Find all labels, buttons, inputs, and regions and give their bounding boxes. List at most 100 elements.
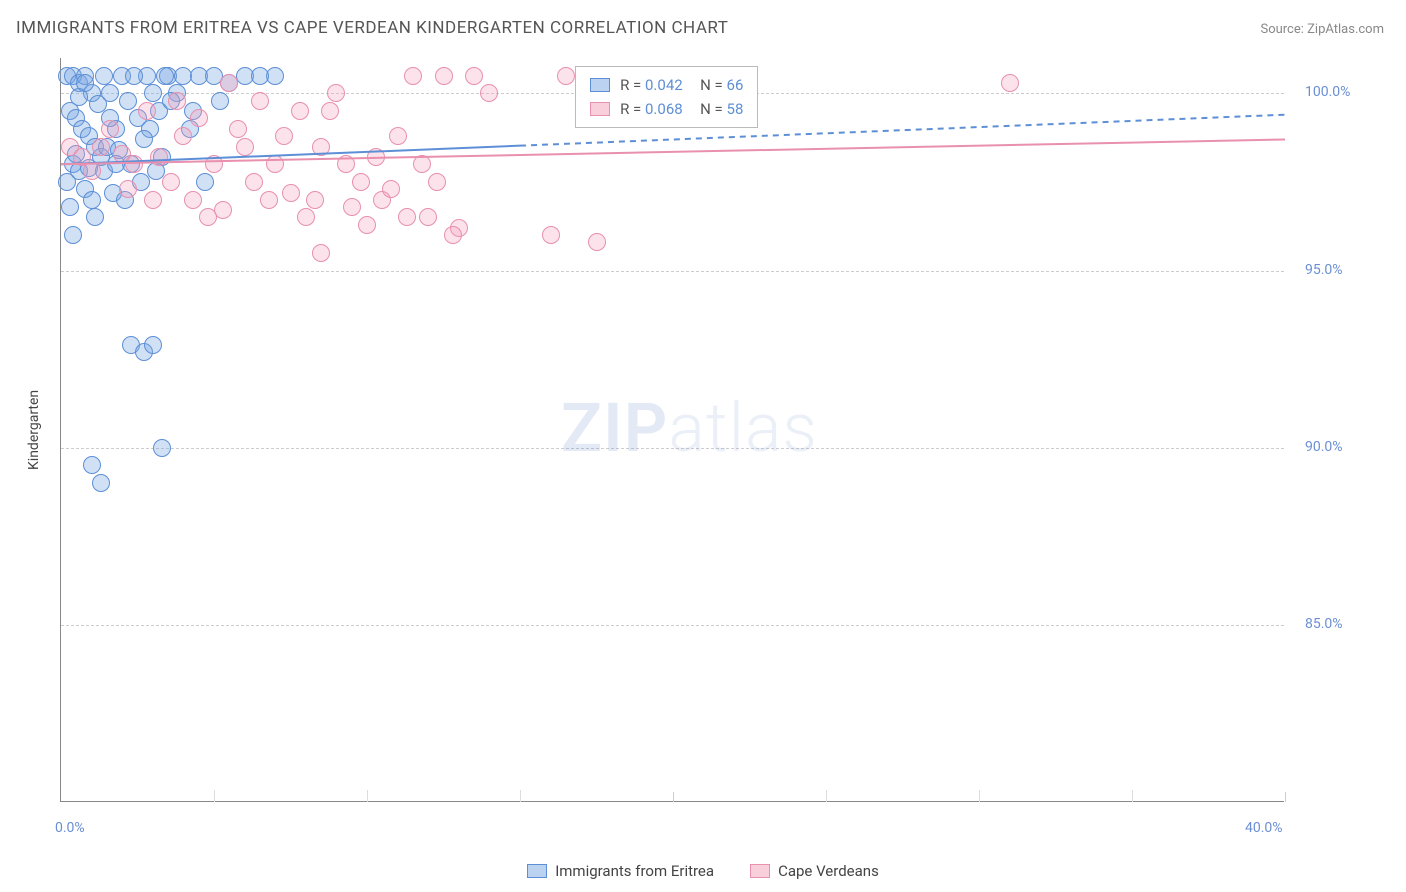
scatter-point [144, 84, 162, 102]
legend-label: Immigrants from Eritrea [555, 862, 714, 880]
scatter-point [83, 456, 101, 474]
scatter-point [58, 173, 76, 191]
scatter-point [196, 173, 214, 191]
gridline-v-minor [520, 790, 521, 802]
scatter-point [135, 130, 153, 148]
scatter-point [76, 74, 94, 92]
y-tick-label: 90.0% [1305, 439, 1343, 455]
gridline-v-minor [367, 790, 368, 802]
gridline-v-minor [979, 790, 980, 802]
scatter-point [119, 180, 137, 198]
scatter-point [542, 226, 560, 244]
scatter-point [367, 148, 385, 166]
scatter-point [153, 439, 171, 457]
scatter-point [144, 336, 162, 354]
scatter-point [144, 191, 162, 209]
scatter-point [312, 244, 330, 262]
gridline-v-minor [826, 790, 827, 802]
legend-n-value: N = 58 [693, 97, 744, 121]
legend-stats: R = 0.042 N = 66R = 0.068 N = 58 [575, 66, 758, 128]
scatter-point [184, 191, 202, 209]
scatter-point [413, 155, 431, 173]
scatter-point [389, 127, 407, 145]
scatter-point [61, 198, 79, 216]
legend-label: Cape Verdeans [778, 862, 879, 880]
scatter-point [557, 67, 575, 85]
scatter-point [199, 208, 217, 226]
scatter-point [291, 102, 309, 120]
legend-stats-row: R = 0.068 N = 58 [590, 97, 743, 121]
scatter-point [92, 474, 110, 492]
scatter-point [125, 155, 143, 173]
legend-swatch [590, 102, 610, 116]
legend-swatch [590, 78, 610, 92]
y-tick-label: 95.0% [1305, 262, 1343, 278]
y-tick-label: 100.0% [1305, 84, 1350, 100]
scatter-point [174, 127, 192, 145]
scatter-point [260, 191, 278, 209]
scatter-point [435, 67, 453, 85]
legend-swatch [527, 864, 547, 878]
scatter-point [211, 92, 229, 110]
scatter-point [480, 84, 498, 102]
scatter-point [162, 173, 180, 191]
scatter-point [229, 120, 247, 138]
scatter-point [220, 74, 238, 92]
scatter-point [444, 226, 462, 244]
legend-swatch [750, 864, 770, 878]
scatter-point [343, 198, 361, 216]
legend-stats-row: R = 0.042 N = 66 [590, 73, 743, 97]
scatter-point [168, 92, 186, 110]
legend-r-value: R = 0.068 [620, 97, 683, 121]
scatter-point [251, 67, 269, 85]
legend-r-value: R = 0.042 [620, 73, 683, 97]
scatter-point [312, 138, 330, 156]
gridline-v [673, 792, 674, 802]
trend-lines [61, 58, 1285, 802]
scatter-point [428, 173, 446, 191]
legend-bottom: Immigrants from Eritrea Cape Verdeans [0, 862, 1406, 882]
x-tick-label: 0.0% [55, 820, 85, 836]
scatter-point [382, 180, 400, 198]
scatter-point [205, 155, 223, 173]
gridline-v-minor [1132, 790, 1133, 802]
y-axis-title: Kindergarten [26, 390, 42, 470]
scatter-point [190, 109, 208, 127]
scatter-point [119, 92, 137, 110]
scatter-point [150, 148, 168, 166]
legend-item: Immigrants from Eritrea [527, 862, 714, 880]
scatter-point [398, 208, 416, 226]
scatter-point [404, 67, 422, 85]
gridline-v [1285, 792, 1286, 802]
gridline-h [61, 271, 1284, 272]
scatter-point [352, 173, 370, 191]
scatter-point [83, 191, 101, 209]
legend-n-value: N = 66 [693, 73, 744, 97]
scatter-point [138, 102, 156, 120]
scatter-point [337, 155, 355, 173]
scatter-point [465, 67, 483, 85]
chart-title: IMMIGRANTS FROM ERITREA VS CAPE VERDEAN … [16, 18, 728, 38]
scatter-point [321, 102, 339, 120]
y-tick-label: 85.0% [1305, 616, 1343, 632]
gridline-h [61, 625, 1284, 626]
x-tick-label: 40.0% [1245, 820, 1283, 836]
scatter-point [92, 138, 110, 156]
scatter-point [282, 184, 300, 202]
scatter-point [306, 191, 324, 209]
gridline-h [61, 448, 1284, 449]
scatter-point [588, 233, 606, 251]
scatter-point [101, 120, 119, 138]
watermark: ZIPatlas [561, 388, 818, 468]
scatter-point [125, 67, 143, 85]
scatter-point [156, 67, 174, 85]
scatter-point [266, 155, 284, 173]
scatter-point [275, 127, 293, 145]
scatter-point [251, 92, 269, 110]
scatter-point [95, 67, 113, 85]
scatter-point [64, 226, 82, 244]
scatter-point [83, 162, 101, 180]
scatter-point [1001, 74, 1019, 92]
gridline-v-minor [214, 790, 215, 802]
scatter-point [236, 138, 254, 156]
